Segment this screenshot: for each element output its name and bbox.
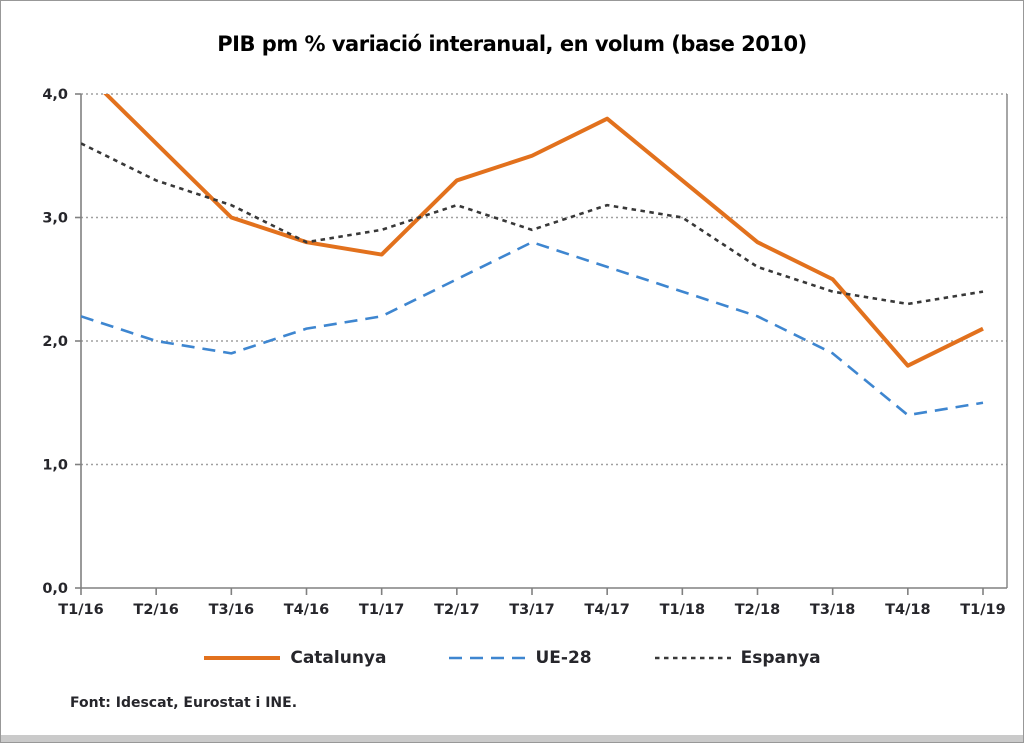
legend-label-espanya: Espanya [740,648,821,668]
legend-item-catalunya: Catalunya [203,648,386,668]
series-line-ue-28 [81,240,984,417]
x-axis-tick-label: T4/17 [584,602,629,618]
x-axis-tick-label: T1/17 [359,602,404,618]
axes-layer [75,93,1008,595]
y-axis-tick-label: 3,0 [42,211,68,227]
series-layer [81,94,984,417]
x-axis-tick-label: T2/18 [735,602,780,618]
y-axis-tick-label: 1,0 [42,458,68,474]
y-axis-tick-label: 4,0 [42,87,68,103]
y-axis-tick-label: 0,0 [42,581,68,597]
x-axis-tick-label: T1/18 [660,602,705,618]
gridlines-layer [81,93,1007,466]
legend-label-catalunya: Catalunya [290,648,387,668]
series-line-catalunya [103,94,984,368]
legend-line-ue28-icon [449,656,526,660]
x-axis-tick-label: T3/18 [810,602,855,618]
source-note: Font: Idescat, Eurostat i INE. [70,695,298,711]
legend-item-ue28: UE-28 [448,648,592,668]
chart-title: PIB pm % variació interanual, en volum (… [217,32,807,56]
bottom-scrollbar-track [1,735,1023,742]
axis-labels-layer: 0,0 1,0 2,0 3,0 4,0 T1/16 T2/16 T3/16 T4/16 T1/17… [42,87,1005,618]
legend-line-catalunya-icon [204,656,281,660]
x-axis-tick-label: T1/19 [960,602,1005,618]
y-axis-tick-label: 2,0 [42,334,68,350]
x-axis-tick-label: T4/16 [284,602,329,618]
x-axis-tick-label: T2/17 [434,602,479,618]
x-axis-tick-label: T1/16 [58,602,103,618]
x-axis-tick-label: T3/17 [509,602,554,618]
series-line-espanya [81,142,984,306]
plot-area: 0,0 1,0 2,0 3,0 4,0 T1/16 T2/16 T3/16 T4/16 T1/17… [42,87,1008,618]
x-axis-tick-label: T4/18 [885,602,930,618]
x-axis-tick-label: T3/16 [209,602,254,618]
legend: Catalunya UE-28 Espanya [1,648,1023,668]
legend-label-ue28: UE-28 [535,648,592,668]
x-axis-tick-label: T2/16 [133,602,178,618]
legend-line-espanya-icon [654,656,731,660]
legend-item-espanya: Espanya [654,648,821,668]
